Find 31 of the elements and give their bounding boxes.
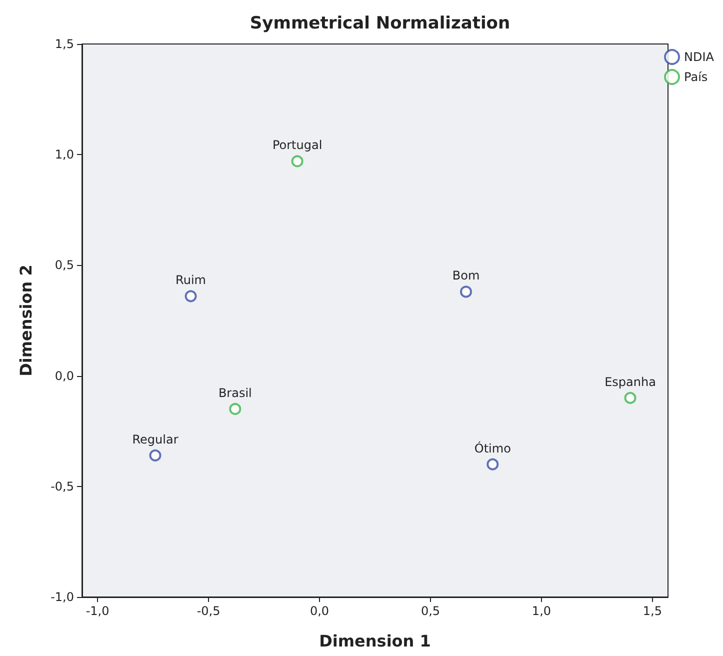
point [486,458,499,470]
annotation: Ruim [176,273,206,288]
y-tick-label: 0,0 [54,368,74,383]
annotation: Espanha [604,374,656,389]
y-tick-label: 0,5 [54,258,74,272]
x-tick-label: 1,5 [642,604,662,618]
x-axis-title: Dimension 1 [319,632,431,650]
x-tick-label: 0,5 [420,604,440,618]
annotation: Portugal [272,138,322,152]
point [460,286,472,298]
legend-label: NDIA [684,50,715,64]
annotation: Brasil [218,386,252,400]
chart-title: Symmetrical Normalization [250,14,510,34]
annotation: Bom [452,268,480,283]
legend-label: País [684,70,708,84]
annotation: Ótimo [474,440,511,456]
point [291,155,304,168]
point [624,392,636,404]
point [184,290,197,302]
y-tick-label: -1,0 [50,590,74,604]
x-tick-label: -0,5 [196,604,220,618]
x-tick-label: -1,0 [86,604,110,618]
y-tick-label: 1,5 [54,37,74,51]
annotation: Regular [132,432,178,446]
point [229,402,242,415]
x-tick-label: 1,0 [532,604,552,618]
y-tick-label: 1,0 [54,148,74,162]
y-tick-label: -0,5 [50,479,74,494]
point [149,449,162,462]
y-axis-title: Dimension 2 [16,264,36,376]
x-tick-label: 0,0 [310,604,330,618]
